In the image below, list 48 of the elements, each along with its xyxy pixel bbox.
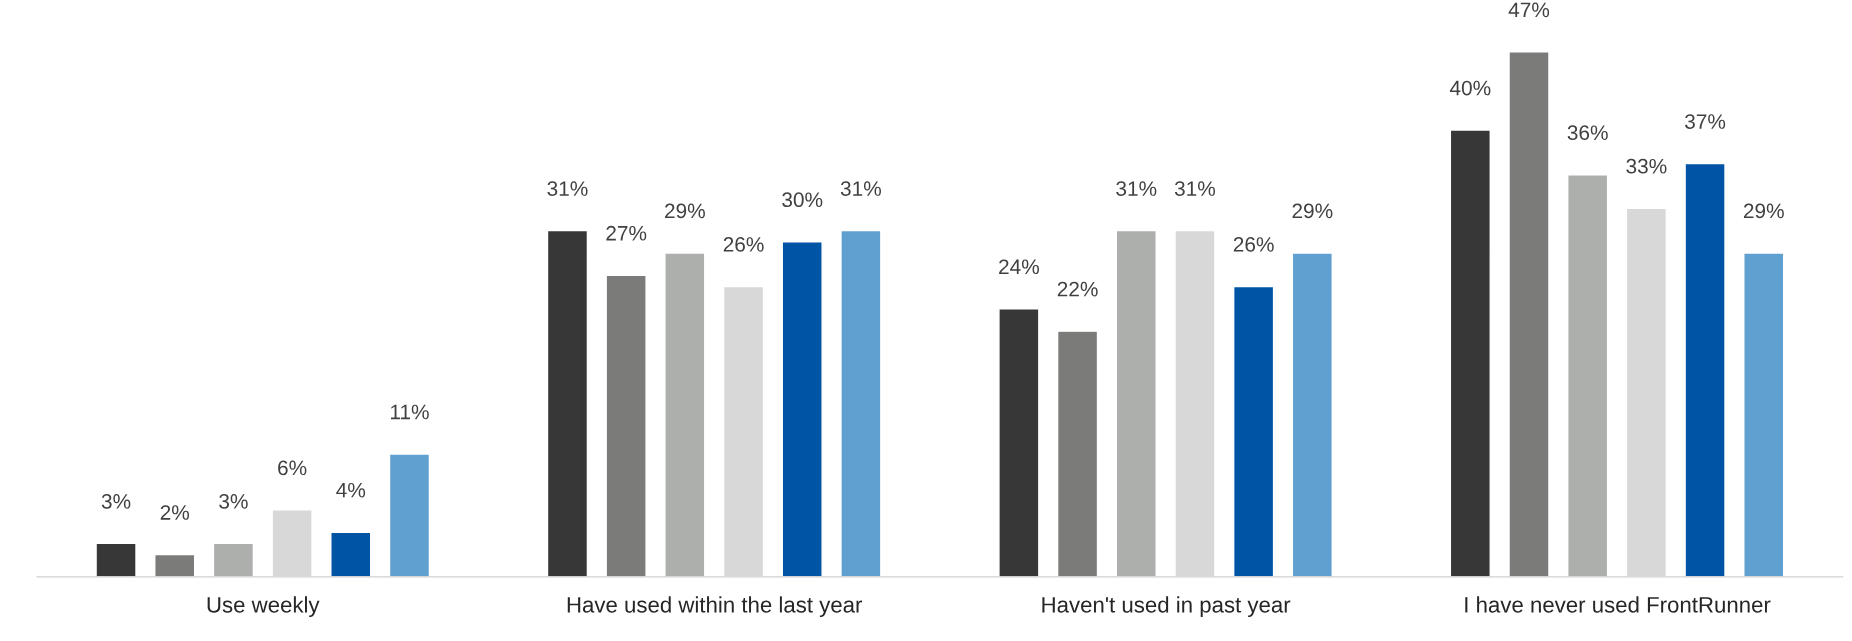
x-tick-label: I have never used FrontRunner: [1465, 596, 1771, 613]
data-label: 26%: [1233, 237, 1274, 252]
data-label: 4%: [336, 482, 366, 498]
data-label: 29%: [665, 203, 705, 219]
data-label: 3%: [219, 493, 248, 509]
bar: [998, 308, 1040, 577]
bar: [1508, 51, 1550, 577]
bar: [1567, 174, 1609, 577]
bar: [1056, 330, 1099, 577]
data-label: 33%: [1626, 158, 1667, 174]
data-label: 31%: [1116, 181, 1157, 196]
bar: [664, 252, 706, 577]
bar: [1291, 252, 1333, 577]
data-label: 31%: [547, 181, 588, 196]
data-label: 24%: [999, 259, 1039, 275]
data-label: 6%: [278, 460, 307, 476]
data-label: 26%: [723, 237, 764, 252]
bar: [605, 274, 647, 577]
data-label: 29%: [1743, 203, 1784, 219]
bar: [154, 553, 196, 577]
x-tick-label: Have used within the last year: [567, 596, 863, 618]
data-label: 47%: [1508, 2, 1550, 18]
data-label: 11%: [390, 404, 429, 420]
bar: [1684, 162, 1726, 577]
x-tick-label: Haven't used in past year: [1042, 596, 1291, 618]
data-label: 27%: [606, 225, 647, 241]
bar: [330, 531, 372, 577]
bar: [546, 229, 589, 577]
bar: [1743, 252, 1785, 577]
x-tick-label: Use weekly: [207, 596, 320, 618]
bar: [781, 241, 823, 577]
bar: [212, 542, 255, 577]
bar: [95, 542, 137, 577]
bar: [840, 229, 882, 577]
bar: [388, 453, 431, 577]
data-label: 3%: [101, 493, 131, 509]
data-label: 40%: [1449, 80, 1491, 96]
bar: [1449, 129, 1491, 577]
data-label: 31%: [1174, 181, 1216, 196]
data-label: 37%: [1685, 114, 1726, 129]
bar: [1115, 229, 1157, 577]
data-label: 36%: [1567, 125, 1608, 141]
data-label: 31%: [840, 181, 881, 196]
bar: [1232, 285, 1275, 577]
data-label: 2%: [160, 505, 190, 520]
data-label: 29%: [1292, 203, 1333, 219]
data-label: 22%: [1057, 281, 1098, 297]
data-label: 30%: [782, 192, 823, 208]
